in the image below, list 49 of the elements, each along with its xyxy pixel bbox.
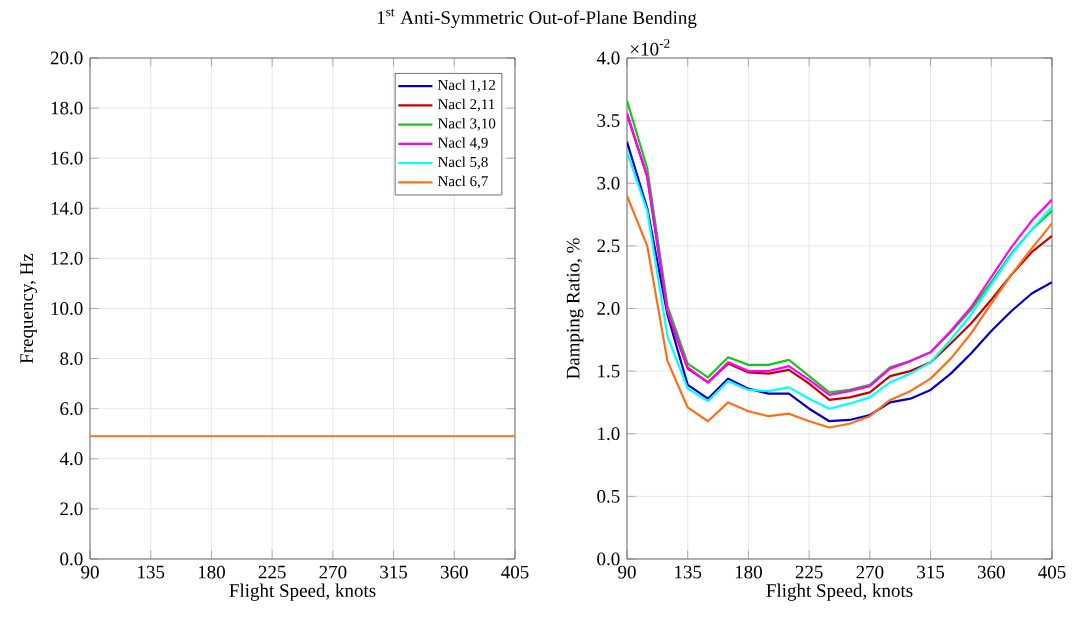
y-tick-label: 2.5 [597, 239, 620, 253]
legend-label: Nacl 1,12 [437, 79, 496, 93]
y-tick-label: 12.0 [51, 251, 83, 265]
y-tick-label: 1.5 [598, 364, 620, 378]
line-series [627, 194, 1052, 429]
x-tick-label: 90 [618, 565, 636, 579]
x-tick-label: 360 [440, 565, 468, 579]
x-tick-label: 315 [380, 565, 408, 579]
y-tick-label: 20.0 [50, 51, 83, 65]
x-tick-label: 315 [917, 565, 945, 579]
x-axis-title: Flight Speed, knots [766, 583, 913, 601]
y-tick-label: 3.0 [597, 176, 620, 190]
legend-label: Nacl 4,9 [437, 137, 488, 150]
text: ×10$^{-2}$ [630, 38, 670, 56]
legend-label: Nacl 2,11 [437, 98, 495, 112]
legend-label: Nacl 3,10 [437, 117, 496, 131]
y-tick-label: 4.0 [59, 452, 83, 466]
chart-title: 1$^{st}$ Anti-Symmetric Out-of-Plane Bending [377, 8, 697, 28]
x-tick-label: 405 [501, 565, 529, 579]
y-tick-label: 0.5 [597, 489, 620, 503]
x-axis-title: Flight Speed, knots [229, 583, 376, 601]
x-tick-label: 135 [675, 565, 702, 579]
y-tick-label: 6.0 [60, 402, 83, 416]
legend-label: Nacl 5,8 [437, 156, 488, 170]
x-tick-label: 270 [856, 565, 884, 579]
y-axis-title: Frequency, Hz [20, 253, 37, 364]
legend-label: Nacl 6,7 [437, 175, 488, 189]
y-tick-label: 3.5 [597, 114, 620, 128]
y-tick-label: 8.0 [60, 352, 83, 366]
y-tick-label: 1.0 [598, 427, 620, 441]
y-tick-label: 16.0 [51, 151, 83, 165]
x-tick-label: 270 [319, 565, 347, 579]
y-axis-title: Damping Ratio, % [566, 238, 584, 379]
y-tick-label: 18.0 [51, 101, 83, 115]
x-tick-label: 90 [81, 565, 99, 579]
y-tick-label: 0.0 [60, 552, 83, 566]
y-tick-label: 2.0 [597, 302, 620, 315]
x-tick-label: 180 [735, 565, 762, 579]
y-tick-label: 0.0 [597, 552, 620, 566]
x-tick-label: 225 [258, 565, 286, 579]
x-tick-label: 135 [138, 565, 165, 579]
y-tick-label: 14.0 [51, 201, 83, 215]
y-tick-label: 10.0 [51, 302, 83, 315]
y-tick-label: 4.0 [596, 51, 620, 65]
x-tick-label: 405 [1038, 565, 1066, 579]
x-tick-label: 180 [198, 565, 225, 579]
x-tick-label: 360 [977, 565, 1005, 579]
y-tick-label: 2.0 [60, 502, 83, 516]
x-tick-label: 225 [795, 565, 823, 579]
